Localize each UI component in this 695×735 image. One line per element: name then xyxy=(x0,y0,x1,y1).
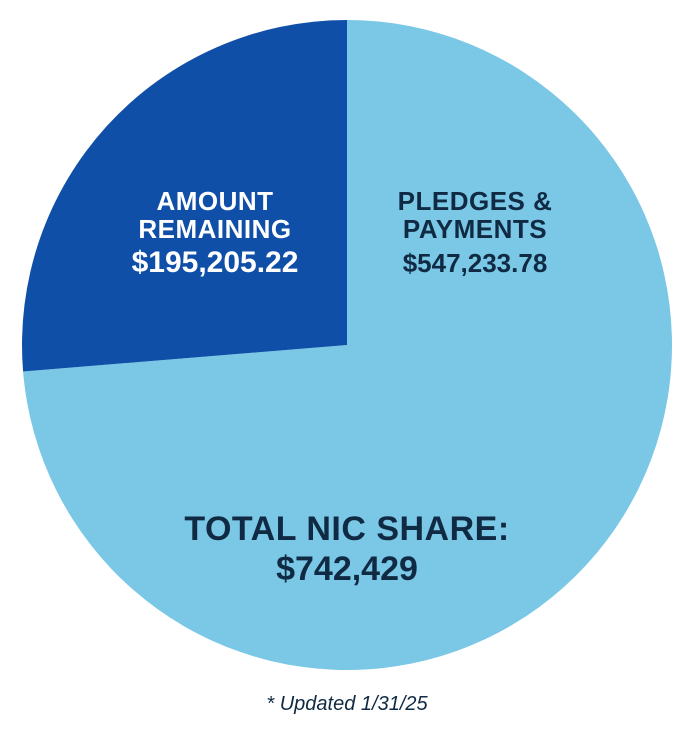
total-label: TOTAL NIC SHARE: xyxy=(184,510,509,548)
slice-title-line1: PLEDGES & xyxy=(398,186,553,216)
slice-title-line2: REMAINING xyxy=(138,214,291,244)
slice-value: $195,205.22 xyxy=(132,246,299,279)
pie-chart-container: PLEDGES &PAYMENTS $547,233.78 AMOUNTREMAIN… xyxy=(0,0,695,735)
slice-title-line1: AMOUNT xyxy=(156,186,273,216)
pie-chart-svg: PLEDGES &PAYMENTS $547,233.78 AMOUNTREMAIN… xyxy=(0,0,695,735)
total-value: $742,429 xyxy=(276,550,418,588)
updated-footnote: * Updated 1/31/25 xyxy=(266,693,428,715)
slice-value: $547,233.78 xyxy=(403,248,548,278)
slice-title-line2: PAYMENTS xyxy=(403,214,547,244)
slice-label-pledges-payments: PLEDGES &PAYMENTS $547,233.78 xyxy=(398,186,553,278)
slice-label-amount-remaining: AMOUNTREMAINING$195,205.22 xyxy=(132,186,299,279)
